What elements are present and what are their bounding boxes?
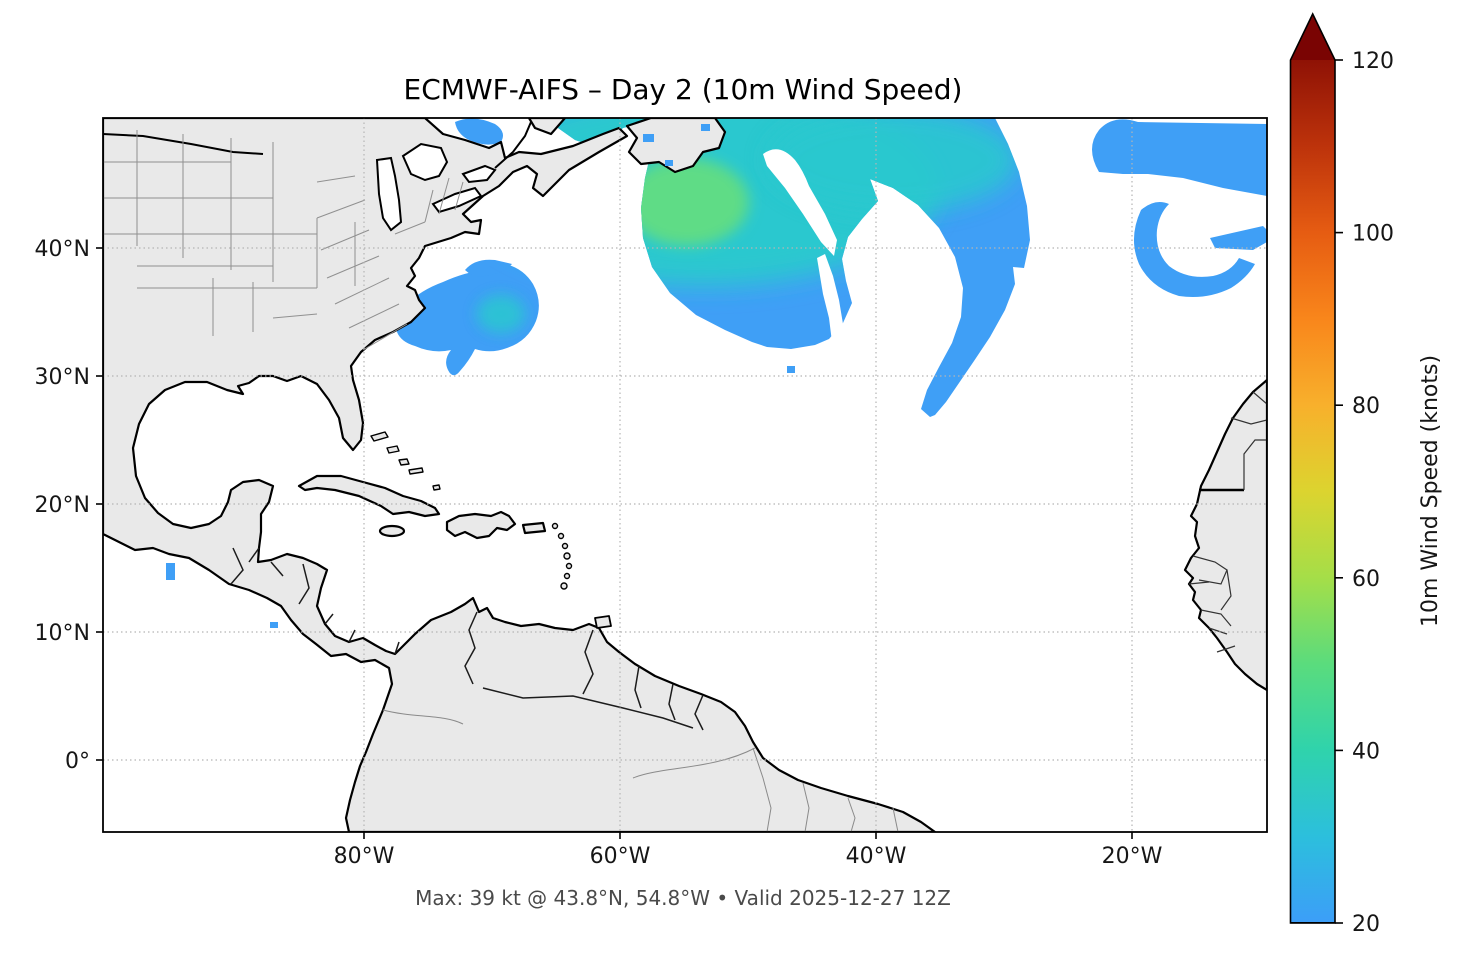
colorbar-ticks xyxy=(1335,59,1343,924)
lesser-antilles xyxy=(551,522,573,590)
map-area xyxy=(103,118,1267,832)
y-tick-labels: 40°N 30°N 20°N 10°N 0° xyxy=(35,237,90,774)
chart-title: ECMWF-AIFS – Day 2 (10m Wind Speed) xyxy=(404,73,963,106)
lake-michigan xyxy=(375,156,403,232)
wind-speck-midocean xyxy=(787,366,795,373)
st-lawrence-river xyxy=(494,121,532,169)
newfoundland-island xyxy=(625,118,727,174)
colorbar-extend-arrow xyxy=(1290,14,1335,60)
wind-teal-spot-midatlantic xyxy=(477,295,525,333)
lake-ontario xyxy=(461,164,497,184)
wind-speck-papagayo xyxy=(270,622,278,628)
wind-teal-core-2 xyxy=(768,118,1018,212)
lake-huron xyxy=(401,142,449,182)
axes-frame xyxy=(102,117,1268,833)
landmasses xyxy=(103,118,1267,832)
cbar-tick-20: 20 xyxy=(1352,912,1380,937)
wind-gulf-patch xyxy=(455,118,503,145)
africa-borders xyxy=(1188,391,1267,653)
colorbar-gradient xyxy=(1290,60,1335,923)
americas-landmass xyxy=(103,118,937,832)
hispaniola-island xyxy=(445,510,517,540)
subtitle-max-valid: Max: 39 kt @ 43.8°N, 54.8°W • Valid 2025… xyxy=(415,886,951,910)
wind-midatlantic-blob xyxy=(395,263,539,376)
x-tick-20w: 20°W xyxy=(1102,844,1163,869)
cbar-tick-100: 100 xyxy=(1352,222,1394,247)
graticule xyxy=(103,118,1267,832)
us-state-borders xyxy=(103,130,464,351)
cbar-tick-80: 80 xyxy=(1352,394,1380,419)
x-tick-80w: 80°W xyxy=(334,844,395,869)
wind-on-newfoundland xyxy=(643,124,710,166)
cuba-island xyxy=(297,474,441,518)
colorbar-bottom-edge xyxy=(1290,922,1335,924)
y-tick-0: 0° xyxy=(65,749,90,774)
x-tick-60w: 60°W xyxy=(590,844,651,869)
colorbar: 120 100 80 60 40 20 10m Wind Speed (knot… xyxy=(1289,12,1443,937)
puertorico-island xyxy=(521,521,547,535)
x-tick-labels: 80°W 60°W 40°W 20°W xyxy=(334,844,1163,869)
y-tick-40n: 40°N xyxy=(35,237,90,262)
cbar-tick-40: 40 xyxy=(1352,739,1380,764)
x-tick-40w: 40°W xyxy=(846,844,907,869)
wind-green-core xyxy=(625,158,749,246)
dry-sliver-2 xyxy=(817,254,843,344)
dry-sliver-1 xyxy=(763,149,837,256)
wind-midatlantic-sliver xyxy=(465,259,512,277)
africa-landmass xyxy=(1183,378,1267,692)
wind-northeast-crescent xyxy=(1133,202,1255,297)
y-tick-20n: 20°N xyxy=(35,493,90,518)
y-tick-10n: 10°N xyxy=(35,621,90,646)
axis-ticks xyxy=(96,247,1133,839)
trinidad-island xyxy=(594,615,612,629)
wind-crescent-streak xyxy=(1210,226,1267,250)
country-borders-americas xyxy=(230,547,704,731)
cbar-tick-120: 120 xyxy=(1352,49,1394,74)
cbar-tick-60: 60 xyxy=(1352,567,1380,592)
wind-speck-tehuantepec xyxy=(166,563,175,580)
colorbar-axis-label: 10m Wind Speed (knots) xyxy=(1418,355,1443,627)
wind-northeast-band xyxy=(1092,119,1267,196)
jamaica-island xyxy=(378,524,406,538)
y-tick-30n: 30°N xyxy=(35,365,90,390)
quebec-wedge xyxy=(527,118,567,136)
brazil-internal-borders xyxy=(382,709,899,832)
colorbar-tick-labels: 120 100 80 60 40 20 xyxy=(1352,49,1394,937)
great-lakes xyxy=(375,142,497,232)
lake-erie xyxy=(431,186,483,214)
bahamas-islands xyxy=(370,431,441,491)
us-canada-border xyxy=(103,133,264,155)
